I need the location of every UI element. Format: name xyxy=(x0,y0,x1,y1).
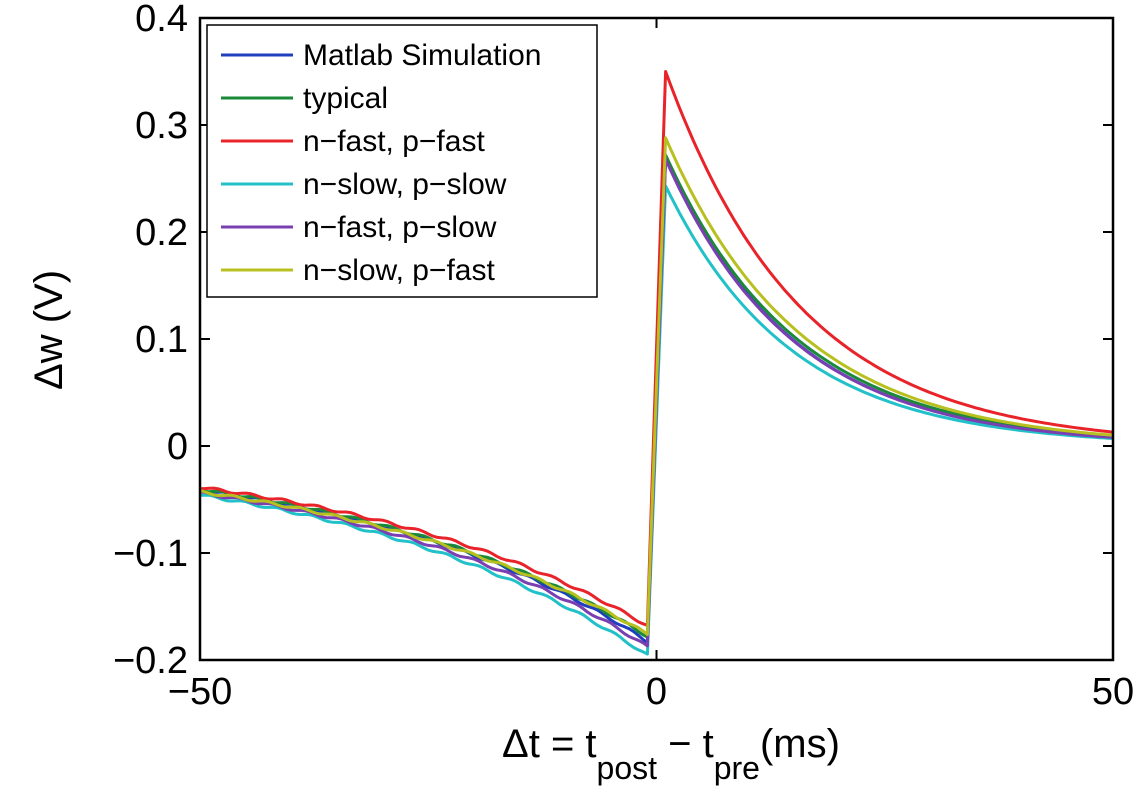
y-tick-label: 0.3 xyxy=(135,105,188,147)
y-axis-label: Δw (V) xyxy=(27,270,71,390)
x-label-mid: − t xyxy=(657,722,714,766)
series-lines xyxy=(199,70,1114,656)
y-ticks: −0.2 −0.1 0 0.1 0.2 0.3 0.4 xyxy=(113,0,1113,682)
legend-label: n−fast, p−fast xyxy=(303,125,485,158)
x-label-suffix: (ms) xyxy=(760,722,840,766)
legend-label: n−fast, p−slow xyxy=(303,211,497,244)
plot-frame xyxy=(198,16,1115,662)
legend-label: n−slow, p−fast xyxy=(303,254,495,287)
legend: Matlab Simulation typical n−fast, p−fast n−… xyxy=(206,24,598,298)
x-axis-label: Δt = tpost − tpre(ms) xyxy=(502,722,840,786)
x-label-sub-post: post xyxy=(597,750,658,786)
y-tick-label: −0.2 xyxy=(113,640,188,682)
legend-label: Matlab Simulation xyxy=(303,39,541,72)
x-label-sub-pre: pre xyxy=(714,750,760,786)
y-tick-label: −0.1 xyxy=(113,533,188,575)
series-line-5 xyxy=(199,136,1114,636)
y-tick-label: 0 xyxy=(167,426,188,468)
x-tick-label: −50 xyxy=(168,671,232,713)
x-tick-label: 0 xyxy=(646,671,667,713)
legend-box xyxy=(206,24,598,298)
x-label-prefix: Δt = t xyxy=(502,722,597,766)
legend-label: n−slow, p−slow xyxy=(303,168,507,201)
y-tick-label: 0.1 xyxy=(135,319,188,361)
legend-label: typical xyxy=(303,82,388,115)
x-ticks: −50 0 50 xyxy=(168,18,1134,713)
y-tick-label: 0.2 xyxy=(135,212,188,254)
x-tick-label: 50 xyxy=(1092,671,1134,713)
y-tick-label: 0.4 xyxy=(135,0,188,40)
